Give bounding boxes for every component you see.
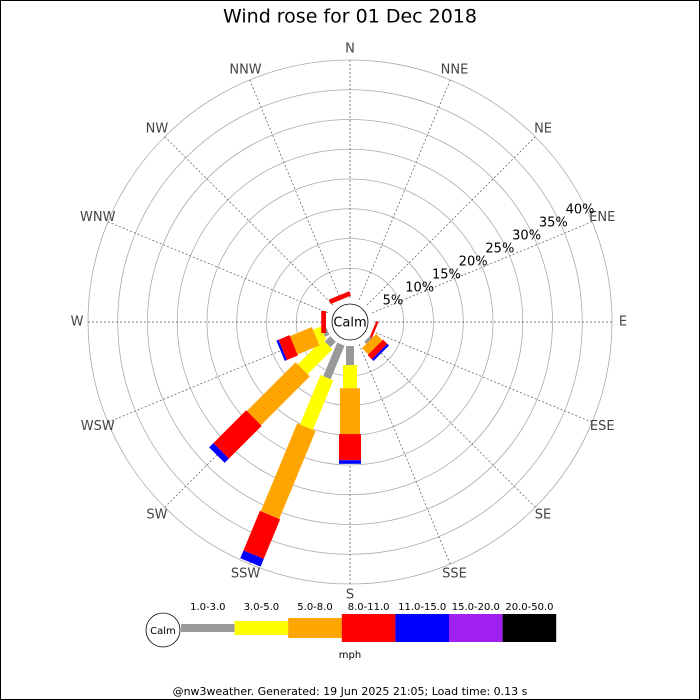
wind-bar [240, 550, 264, 567]
direction-label: W [71, 315, 84, 330]
direction-label: WSW [81, 419, 115, 434]
direction-label: SW [146, 508, 167, 523]
wind-bar [260, 423, 316, 519]
direction-label: SSE [442, 567, 467, 582]
direction-label: N [345, 42, 355, 57]
wind-bar [299, 375, 334, 430]
r-tick-label: 30% [512, 228, 541, 243]
calm-circle [331, 303, 369, 341]
calm-label: Calm [333, 316, 366, 331]
direction-label: NNW [229, 62, 261, 77]
legend-label: 1.0-3.0 [190, 602, 225, 613]
r-tick-label: 40% [566, 202, 595, 217]
legend-swatch [234, 621, 289, 635]
legend-label: 11.0-15.0 [398, 602, 446, 613]
wind-bar [346, 346, 354, 366]
legend-label: 20.0-50.0 [505, 602, 553, 613]
legend-calm [145, 612, 181, 648]
wind-bar [209, 443, 229, 463]
wind-bar [362, 334, 383, 355]
r-tick-label: 15% [432, 267, 461, 282]
r-tick-label: 35% [539, 215, 568, 230]
legend-swatch [395, 614, 449, 642]
wind-bar [297, 339, 333, 375]
legend-calm-label: Calm [150, 626, 176, 637]
legend-unit: mph [339, 650, 361, 661]
direction-label: NE [534, 121, 552, 136]
wind-bar [371, 343, 390, 362]
wind-bar [367, 321, 379, 343]
direction-label: ESE [590, 419, 615, 434]
direction-label: NNE [441, 62, 469, 77]
r-tick-label: 10% [405, 281, 434, 296]
wind-bar [278, 335, 298, 361]
direction-label: S [346, 588, 354, 603]
wind-bar [364, 336, 372, 344]
direction-label: WNW [80, 210, 116, 225]
wind-bar [213, 410, 262, 459]
direction-label: SSW [231, 567, 261, 582]
legend-swatch [449, 614, 503, 642]
wind-bar [367, 339, 388, 360]
wind-bar [339, 434, 361, 461]
wind-bar [340, 388, 360, 435]
r-tick-label: 25% [485, 241, 514, 256]
wind-bar [324, 336, 336, 348]
wind-bar [289, 326, 320, 355]
wind-bar [276, 339, 287, 361]
grid-ring [147, 119, 553, 525]
legend-label: 8.0-11.0 [348, 602, 390, 613]
wind-bar [323, 342, 345, 380]
direction-label: E [619, 315, 627, 330]
direction-label: NW [146, 121, 169, 136]
r-tick-label: 20% [459, 254, 488, 269]
direction-label: SE [535, 508, 551, 523]
wind-bar [328, 291, 351, 305]
chart-title: Wind rose for 01 Dec 2018 [223, 6, 477, 28]
wind-bar [243, 510, 281, 559]
legend-label: 15.0-20.0 [452, 602, 500, 613]
legend-label: 3.0-5.0 [244, 602, 279, 613]
grid-ring [206, 178, 494, 466]
legend-swatch [502, 614, 557, 642]
legend-swatch [288, 618, 342, 638]
legend-swatch [181, 624, 235, 632]
wind-bar [246, 362, 310, 426]
legend-label: 5.0-8.0 [297, 602, 332, 613]
wind-bar [321, 311, 326, 333]
wind-bar [313, 326, 327, 343]
wind-bar [343, 365, 357, 389]
r-tick-label: 5% [383, 294, 404, 309]
direction-label: ENE [589, 210, 615, 225]
legend-swatch [341, 614, 396, 642]
footer: @nw3weather. Generated: 19 Jun 2025 21:0… [173, 685, 528, 698]
wind-bar [339, 460, 361, 464]
